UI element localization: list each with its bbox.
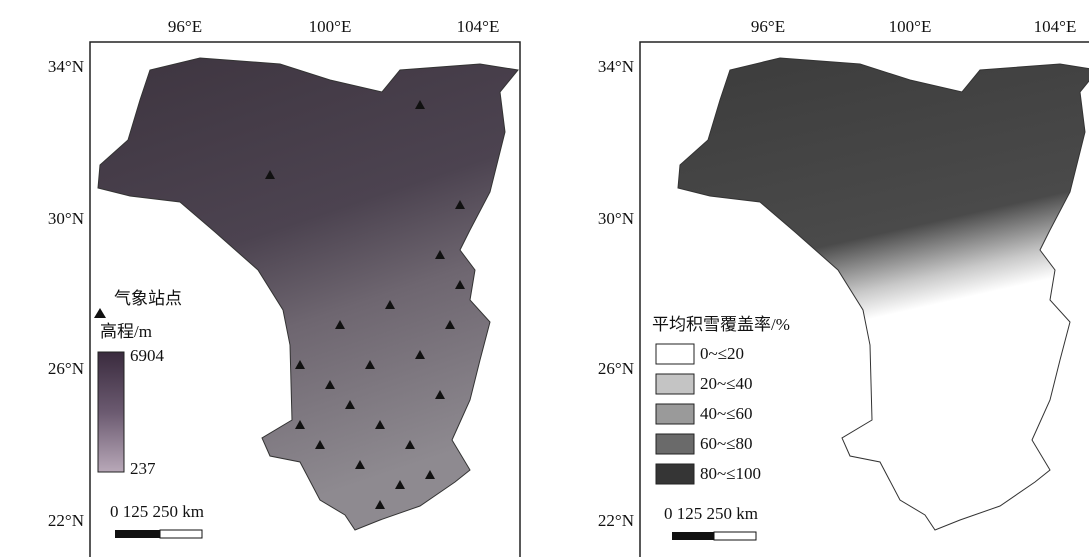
lon-label: 104°E: [457, 17, 500, 36]
map-figure: 96°E 100°E 104°E 34°N 30°N 26°N 22°N 气象站…: [0, 0, 1089, 557]
legend-label: 20~≤40: [700, 374, 753, 393]
legend-label: 40~≤60: [700, 404, 753, 423]
lat-label: 30°N: [48, 209, 84, 228]
elevation-ramp: [98, 352, 124, 472]
lat-label: 22°N: [48, 511, 84, 530]
scale-bar: [115, 530, 160, 538]
station-legend-symbol: [94, 308, 106, 318]
lon-label: 96°E: [168, 17, 202, 36]
legend-label: 80~≤100: [700, 464, 761, 483]
elevation-min: 237: [130, 459, 156, 478]
scale-bar: [672, 532, 714, 540]
station-legend-label: 气象站点: [114, 289, 182, 308]
lon-label: 104°E: [1034, 17, 1077, 36]
snow-legend-title: 平均积雪覆盖率/%: [652, 315, 790, 334]
lat-label: 26°N: [48, 359, 84, 378]
elevation-max: 6904: [130, 346, 165, 365]
lat-label: 34°N: [48, 57, 84, 76]
lat-label: 30°N: [598, 209, 634, 228]
lat-label: 22°N: [598, 511, 634, 530]
lon-label: 100°E: [889, 17, 932, 36]
legend-swatch: [656, 434, 694, 454]
legend-swatch: [656, 464, 694, 484]
panel-elevation: 96°E 100°E 104°E 34°N 30°N 26°N 22°N 气象站…: [48, 17, 520, 557]
region-shape: [678, 58, 1089, 530]
scale-bar-label: 0 125 250 km: [664, 504, 758, 523]
legend-label: 0~≤20: [700, 344, 744, 363]
scale-bar-label: 0 125 250 km: [110, 502, 204, 521]
scale-bar: [160, 530, 202, 538]
lat-label: 34°N: [598, 57, 634, 76]
legend-swatch: [656, 404, 694, 424]
legend-swatch: [656, 374, 694, 394]
lon-label: 96°E: [751, 17, 785, 36]
panel-snow-cover: 96°E 100°E 104°E 34°N 30°N 26°N 22°N 平均积…: [598, 17, 1089, 557]
legend-label: 60~≤80: [700, 434, 753, 453]
elevation-legend-title: 高程/m: [100, 322, 152, 341]
legend-swatch: [656, 344, 694, 364]
lon-label: 100°E: [309, 17, 352, 36]
lat-label: 26°N: [598, 359, 634, 378]
scale-bar: [714, 532, 756, 540]
